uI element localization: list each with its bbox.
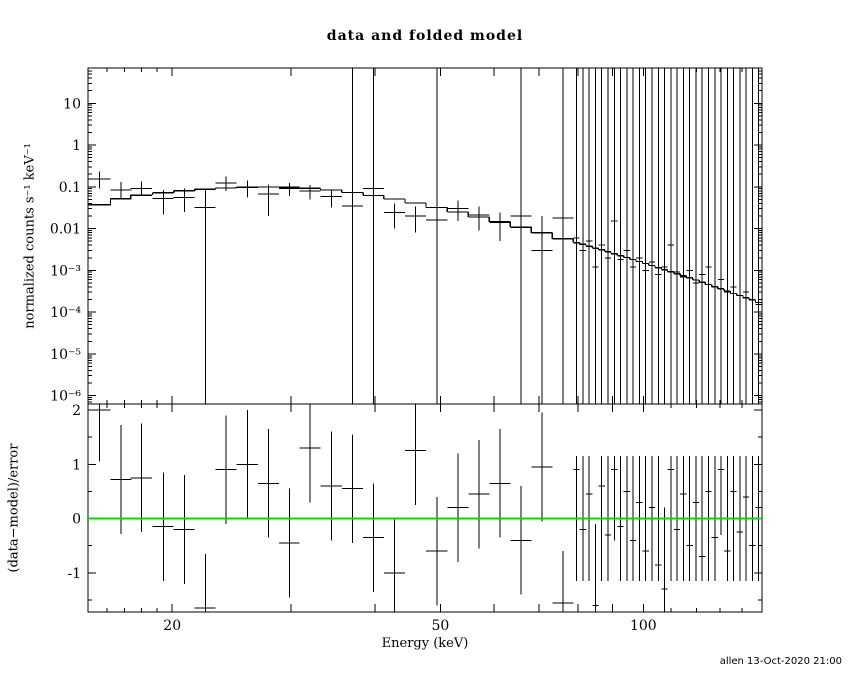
tick-label: 10⁻⁵ — [50, 347, 81, 363]
tick-label: 10⁻⁴ — [50, 305, 81, 321]
plot-title: data and folded model — [326, 28, 524, 44]
tick-label: 0 — [72, 512, 81, 528]
x-axis-label: Energy (keV) — [381, 636, 469, 651]
axis-ticks — [88, 67, 763, 612]
tick-label: 0.1 — [59, 180, 81, 196]
tick-label: 100 — [630, 618, 657, 634]
tick-label: 10 — [63, 96, 81, 112]
tick-label: 50 — [432, 618, 450, 634]
timestamp: allen 13-Oct-2020 21:00 — [719, 656, 842, 667]
tick-label: 10⁻³ — [50, 263, 81, 279]
tick-label: 2 — [72, 403, 81, 419]
model-line — [88, 186, 762, 304]
tick-label: 20 — [163, 618, 181, 634]
tick-label: -1 — [67, 566, 81, 582]
tick-label: 0.01 — [50, 222, 81, 238]
panel-borders — [87, 67, 763, 613]
residual-points — [88, 404, 762, 612]
data-points — [88, 68, 762, 404]
tick-label: 10⁻⁶ — [50, 389, 81, 405]
tick-label: 1 — [72, 138, 81, 154]
tick-label: 1 — [72, 457, 81, 473]
